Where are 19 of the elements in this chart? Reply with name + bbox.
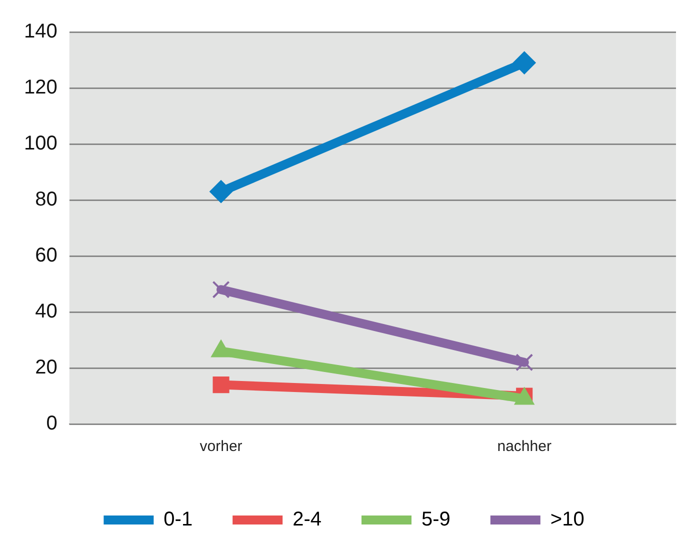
y-tick-label: 80 [35,188,58,211]
x-tick-label: vorher [200,438,242,456]
x-tick-label: nachher [497,438,552,456]
point [212,280,230,298]
y-tick-label: 20 [35,356,58,379]
y-tick-label: 0 [46,412,58,435]
y-tick-label: 100 [24,132,58,155]
y-tick-label: 60 [35,244,58,267]
legend-label: >10 [550,508,584,531]
legend-label: 5-9 [421,508,450,531]
point [212,376,230,394]
y-tick-label: 40 [35,300,58,323]
point [512,51,536,74]
legend-label: 0-1 [164,508,193,531]
y-tick-label: 120 [24,76,58,99]
legend-label: 2-4 [292,508,322,531]
point [516,354,534,372]
point [210,180,233,204]
y-tick-label: 140 [24,20,58,43]
